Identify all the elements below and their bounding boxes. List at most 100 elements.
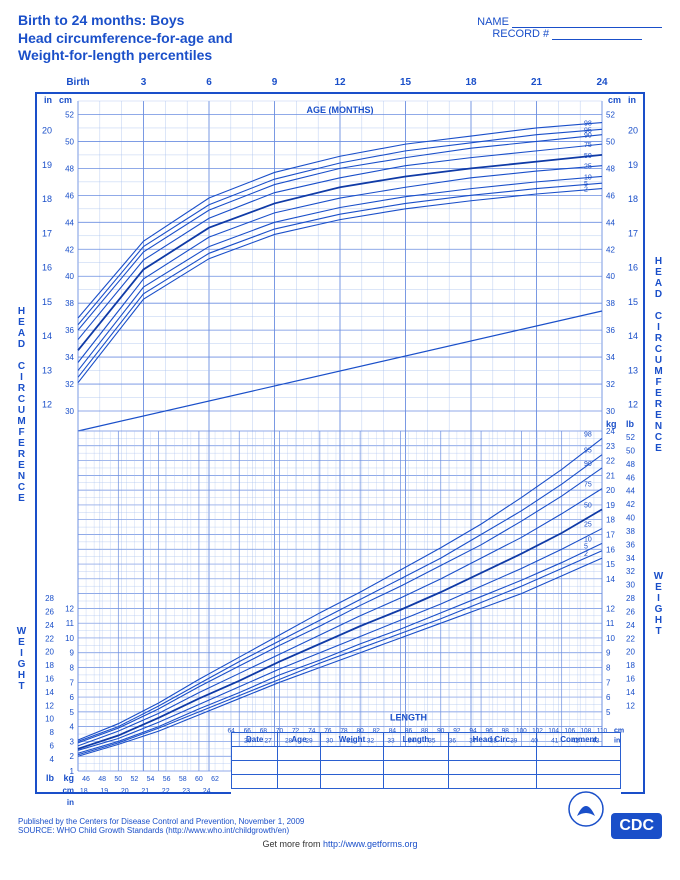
- svg-text:52: 52: [131, 776, 139, 783]
- chart-svg: Birth3691215182124AGE (MONTHS)3030323234…: [18, 71, 662, 811]
- svg-text:16: 16: [626, 674, 635, 683]
- svg-text:2: 2: [70, 752, 75, 761]
- header: Birth to 24 months: Boys Head circumfere…: [18, 12, 662, 65]
- svg-text:34: 34: [626, 553, 635, 562]
- svg-text:44: 44: [65, 218, 74, 227]
- svg-text:75: 75: [584, 142, 592, 149]
- svg-text:21: 21: [606, 471, 615, 480]
- table-header: Comment: [537, 732, 621, 746]
- record-field[interactable]: [552, 29, 642, 40]
- svg-text:17: 17: [42, 228, 52, 238]
- svg-text:36: 36: [606, 326, 615, 335]
- svg-text:42: 42: [65, 245, 74, 254]
- name-label: NAME: [477, 16, 509, 28]
- svg-text:8: 8: [606, 663, 611, 672]
- svg-text:6: 6: [606, 693, 611, 702]
- svg-text:14: 14: [606, 574, 615, 583]
- svg-text:44: 44: [626, 486, 635, 495]
- svg-text:50: 50: [606, 137, 615, 146]
- svg-text:20: 20: [121, 788, 129, 795]
- svg-text:18: 18: [626, 661, 635, 670]
- svg-text:9: 9: [70, 648, 75, 657]
- svg-text:16: 16: [606, 545, 615, 554]
- svg-text:48: 48: [65, 164, 74, 173]
- svg-text:21: 21: [141, 788, 149, 795]
- svg-text:20: 20: [626, 647, 635, 656]
- svg-text:3: 3: [141, 77, 147, 88]
- name-field[interactable]: [512, 17, 662, 28]
- svg-text:17: 17: [606, 530, 615, 539]
- footer: Published by the Centers for Disease Con…: [18, 817, 662, 835]
- table-row[interactable]: [232, 774, 621, 788]
- title-line-2: Head circumference-for-age and: [18, 30, 233, 48]
- footer-pub: Published by the Centers for Disease Con…: [18, 817, 662, 826]
- svg-text:15: 15: [400, 77, 412, 88]
- svg-text:28: 28: [45, 594, 54, 603]
- svg-text:46: 46: [626, 473, 635, 482]
- svg-text:23: 23: [182, 788, 190, 795]
- svg-text:kg: kg: [63, 773, 74, 783]
- svg-text:8: 8: [50, 728, 55, 737]
- svg-text:30: 30: [65, 407, 74, 416]
- cdc-logo: CDC: [567, 790, 662, 839]
- svg-text:40: 40: [606, 272, 615, 281]
- svg-text:46: 46: [65, 191, 74, 200]
- svg-text:98: 98: [584, 120, 592, 127]
- svg-text:cm: cm: [608, 95, 621, 105]
- svg-text:36: 36: [626, 540, 635, 549]
- svg-text:6: 6: [70, 693, 75, 702]
- svg-text:54: 54: [147, 776, 155, 783]
- svg-text:32: 32: [626, 567, 635, 576]
- svg-text:30: 30: [626, 580, 635, 589]
- svg-text:62: 62: [211, 776, 219, 783]
- svg-text:9: 9: [272, 77, 278, 88]
- svg-text:40: 40: [626, 513, 635, 522]
- svg-text:19: 19: [100, 788, 108, 795]
- table-row[interactable]: [232, 746, 621, 760]
- svg-text:cm: cm: [59, 95, 72, 105]
- svg-text:52: 52: [65, 110, 74, 119]
- measurement-table[interactable]: DateAgeWeightLengthHead Circ.Comment: [231, 732, 621, 789]
- svg-text:6: 6: [50, 741, 55, 750]
- getforms-line: Get more from http://www.getforms.org: [18, 839, 662, 849]
- svg-text:9: 9: [606, 648, 611, 657]
- side-label-weight-left: WEIGHT: [16, 626, 27, 692]
- svg-text:AGE (MONTHS): AGE (MONTHS): [307, 105, 374, 115]
- svg-text:18: 18: [628, 194, 638, 204]
- table-header: Date: [232, 732, 278, 746]
- svg-text:18: 18: [45, 661, 54, 670]
- svg-text:18: 18: [42, 194, 52, 204]
- title-line-3: Weight-for-length percentiles: [18, 47, 233, 65]
- svg-text:5: 5: [584, 181, 588, 188]
- svg-text:44: 44: [606, 218, 615, 227]
- svg-text:in: in: [628, 95, 636, 105]
- svg-text:10: 10: [606, 633, 615, 642]
- svg-text:18: 18: [80, 788, 88, 795]
- svg-text:12: 12: [628, 399, 638, 409]
- svg-text:5: 5: [584, 543, 588, 550]
- svg-text:cm: cm: [62, 786, 74, 795]
- svg-text:in: in: [67, 798, 74, 807]
- svg-text:22: 22: [162, 788, 170, 795]
- svg-text:12: 12: [334, 77, 346, 88]
- svg-text:48: 48: [606, 164, 615, 173]
- svg-text:20: 20: [45, 647, 54, 656]
- svg-text:30: 30: [606, 407, 615, 416]
- svg-text:98: 98: [584, 431, 592, 438]
- svg-text:18: 18: [606, 515, 615, 524]
- title-line-1: Birth to 24 months: Boys: [18, 12, 233, 30]
- svg-text:24: 24: [45, 620, 54, 629]
- svg-text:22: 22: [45, 634, 54, 643]
- svg-text:Birth: Birth: [66, 77, 89, 88]
- svg-text:50: 50: [584, 152, 592, 159]
- svg-text:17: 17: [628, 228, 638, 238]
- table-header: Age: [278, 732, 320, 746]
- svg-text:50: 50: [65, 137, 74, 146]
- table-row[interactable]: [232, 760, 621, 774]
- getforms-link[interactable]: http://www.getforms.org: [323, 839, 418, 849]
- svg-text:38: 38: [606, 299, 615, 308]
- svg-text:56: 56: [163, 776, 171, 783]
- svg-text:10: 10: [584, 174, 592, 181]
- svg-text:10: 10: [65, 633, 74, 642]
- svg-text:10: 10: [45, 714, 54, 723]
